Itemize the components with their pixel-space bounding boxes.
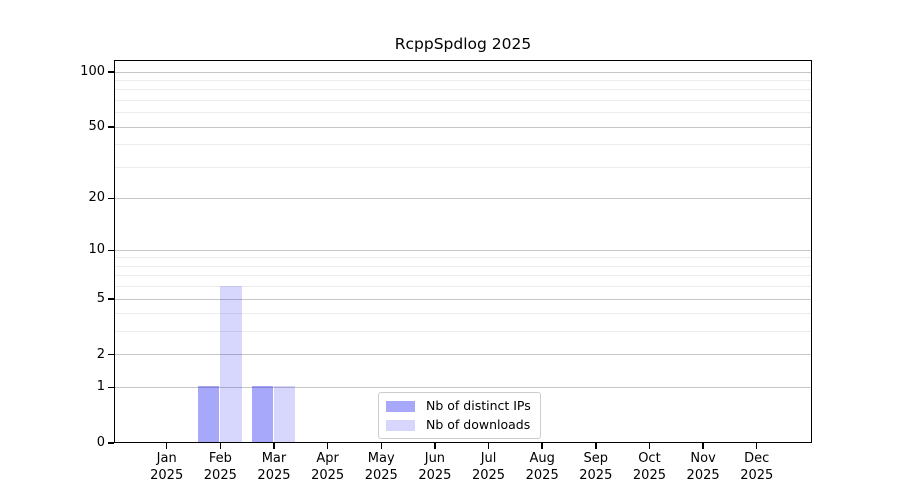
x-tick-mark: [595, 443, 597, 449]
x-tick-month: May: [367, 451, 395, 466]
y-tick-mark: [108, 71, 114, 73]
x-tick-month: Oct: [638, 451, 661, 466]
x-tick-month: Jan: [156, 451, 177, 466]
x-tick-label: Sep 2025: [556, 450, 636, 484]
y-tick-mark: [108, 353, 114, 356]
y-tick-label: 20: [88, 190, 105, 206]
minor-gridline: [115, 275, 811, 277]
major-gridline: [115, 197, 811, 199]
x-tick-mark: [702, 443, 704, 449]
bar-downloads: [273, 386, 296, 442]
x-tick-month: Mar: [261, 451, 287, 466]
legend-label: Nb of downloads: [426, 417, 531, 432]
minor-gridline: [115, 144, 811, 146]
x-tick-year: 2025: [632, 468, 666, 483]
y-tick-mark: [108, 442, 114, 444]
minor-gridline: [115, 331, 811, 333]
x-tick-label: Oct 2025: [609, 450, 689, 484]
x-tick-month: Sep: [583, 451, 609, 466]
x-tick-month: Jun: [424, 451, 446, 466]
x-tick-label: Apr 2025: [288, 450, 368, 484]
x-tick-year: 2025: [311, 468, 345, 483]
y-tick-mark: [108, 298, 114, 300]
y-tick-mark: [108, 126, 114, 128]
y-tick-label: 0: [96, 435, 105, 450]
minor-gridline: [115, 99, 811, 101]
x-tick-year: 2025: [686, 468, 720, 483]
chart-title: RcppSpdlog 2025: [394, 35, 532, 53]
minor-gridline: [115, 286, 811, 288]
y-tick-label: 5: [96, 291, 105, 306]
x-tick-mark: [326, 443, 329, 449]
minor-gridline: [115, 89, 811, 91]
x-tick-year: 2025: [418, 468, 452, 483]
x-tick-label: Jan 2025: [127, 450, 207, 484]
y-tick-label: 2: [96, 346, 105, 362]
x-tick-month: Apr: [316, 451, 339, 466]
x-tick-label: May 2025: [341, 450, 421, 484]
bar-downloads: [220, 285, 242, 442]
x-tick-label: Dec 2025: [717, 450, 797, 484]
y-tick-label: 1: [96, 379, 105, 395]
minor-gridline: [115, 265, 811, 267]
x-tick-mark: [165, 443, 168, 449]
x-tick-month: Nov: [690, 451, 716, 466]
bar-distinct-ips: [251, 386, 274, 442]
major-gridline: [115, 298, 811, 300]
x-tick-year: 2025: [740, 468, 774, 483]
x-tick-year: 2025: [579, 468, 613, 483]
x-tick-year: 2025: [471, 468, 506, 483]
x-tick-mark: [219, 443, 222, 449]
legend-swatch-distinct-ips: [386, 400, 415, 412]
x-tick-year: 2025: [257, 468, 291, 483]
x-tick-mark: [380, 443, 382, 449]
x-tick-mark: [487, 443, 490, 449]
x-tick-year: 2025: [150, 468, 184, 483]
y-tick-label: 100: [80, 64, 105, 80]
x-tick-label: Aug 2025: [502, 450, 582, 484]
x-tick-month: Dec: [744, 451, 770, 466]
x-tick-mark: [434, 443, 436, 449]
legend-swatch-downloads: [386, 419, 415, 431]
x-tick-label: Jun 2025: [395, 450, 475, 484]
major-gridline: [115, 354, 811, 356]
minor-gridline: [115, 112, 811, 114]
x-tick-label: Nov 2025: [663, 450, 743, 484]
y-tick-mark: [108, 249, 114, 252]
bar-distinct-ips: [197, 386, 220, 442]
legend: Nb of distinct IPs Nb of downloads: [378, 392, 541, 439]
x-tick-year: 2025: [203, 468, 237, 483]
minor-gridline: [115, 80, 811, 82]
x-tick-month: Jul: [480, 451, 497, 466]
minor-gridline: [115, 313, 811, 315]
plot-area: [114, 60, 812, 443]
x-tick-mark: [755, 443, 758, 449]
minor-gridline: [115, 257, 811, 259]
x-tick-label: Mar 2025: [234, 450, 314, 484]
x-tick-label: Jul 2025: [449, 450, 529, 484]
major-gridline: [115, 126, 811, 128]
legend-item: Nb of distinct IPs: [386, 398, 531, 414]
major-gridline: [115, 386, 811, 388]
x-tick-month: Aug: [529, 451, 555, 466]
x-tick-mark: [648, 443, 651, 449]
minor-gridline: [115, 166, 811, 168]
major-gridline: [115, 71, 811, 73]
y-tick-mark: [108, 386, 114, 389]
legend-label: Nb of distinct IPs: [426, 398, 531, 413]
x-tick-label: Feb 2025: [180, 450, 260, 484]
x-tick-month: Feb: [208, 451, 232, 466]
y-tick-mark: [108, 197, 114, 200]
x-tick-mark: [541, 443, 543, 449]
x-tick-mark: [273, 443, 275, 449]
x-tick-year: 2025: [364, 468, 398, 483]
legend-item: Nb of downloads: [386, 417, 531, 433]
major-gridline: [115, 249, 811, 251]
x-tick-year: 2025: [525, 468, 559, 483]
y-tick-label: 10: [88, 242, 105, 258]
y-tick-label: 50: [88, 119, 105, 135]
